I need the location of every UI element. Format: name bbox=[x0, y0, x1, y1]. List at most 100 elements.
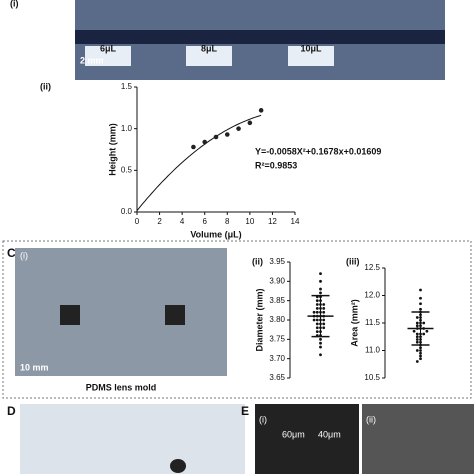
point bbox=[419, 296, 422, 300]
panel-label: (i) bbox=[10, 0, 19, 8]
point bbox=[202, 139, 208, 145]
panel-label: D bbox=[7, 404, 16, 418]
y-tick-label: 12.0 bbox=[364, 291, 380, 300]
point bbox=[415, 324, 419, 328]
point bbox=[322, 326, 326, 330]
point bbox=[415, 332, 419, 336]
photo bbox=[20, 404, 245, 474]
point bbox=[425, 329, 429, 333]
y-tick-label: 3.80 bbox=[269, 315, 285, 324]
photo-inset bbox=[85, 46, 131, 66]
photo bbox=[15, 248, 227, 376]
x-tick-label: 6 bbox=[202, 217, 207, 226]
point bbox=[415, 338, 419, 341]
caption: PDMS lens mold bbox=[86, 382, 157, 392]
panel-label: (iii) bbox=[346, 256, 360, 266]
equation: Y=-0.0058X²+0.1678x+0.01609 bbox=[255, 146, 381, 156]
x-tick-label: 12 bbox=[268, 217, 277, 226]
point bbox=[319, 345, 322, 349]
photo-label: 6μL bbox=[100, 43, 117, 53]
point bbox=[419, 349, 422, 352]
panel-label: (i) bbox=[259, 414, 267, 424]
point bbox=[415, 360, 419, 363]
point bbox=[419, 302, 422, 306]
point bbox=[415, 335, 419, 339]
point bbox=[315, 330, 319, 333]
point bbox=[213, 134, 219, 140]
photo-inset bbox=[288, 46, 334, 66]
x-tick-label: 2 bbox=[157, 217, 162, 226]
photo-label: 10μL bbox=[300, 43, 322, 53]
photo-label: 40μm bbox=[318, 429, 341, 439]
photo bbox=[362, 404, 474, 474]
point bbox=[312, 318, 316, 322]
point bbox=[415, 321, 419, 325]
point bbox=[419, 288, 422, 292]
point bbox=[315, 299, 319, 303]
y-tick-label: 1.0 bbox=[121, 124, 133, 133]
panel-label: (ii) bbox=[40, 81, 51, 91]
y-tick-label: 12.5 bbox=[364, 263, 380, 272]
y-axis-label: Area (mm²) bbox=[349, 299, 359, 347]
panel-label: (ii) bbox=[252, 256, 263, 266]
y-tick-label: 0.0 bbox=[121, 207, 133, 216]
point bbox=[419, 357, 422, 361]
y-tick-label: 11.5 bbox=[365, 318, 381, 327]
point bbox=[319, 353, 322, 357]
fit-curve bbox=[136, 114, 262, 212]
photo-clip bbox=[165, 305, 185, 325]
y-tick-label: 3.75 bbox=[269, 334, 285, 343]
point bbox=[258, 108, 264, 113]
photo-band bbox=[75, 30, 445, 44]
y-tick-label: 3.85 bbox=[269, 296, 285, 305]
point bbox=[236, 126, 241, 131]
point bbox=[419, 351, 422, 355]
panel-label: (ii) bbox=[366, 414, 376, 424]
y-tick-label: 3.70 bbox=[269, 354, 285, 363]
point bbox=[412, 329, 416, 333]
point bbox=[191, 144, 196, 150]
y-tick-label: 10.5 bbox=[364, 373, 380, 382]
point bbox=[319, 272, 322, 275]
x-tick-label: 8 bbox=[225, 217, 230, 226]
point bbox=[419, 354, 422, 358]
point bbox=[315, 303, 319, 306]
photo bbox=[255, 404, 359, 474]
scale-label: 2 mm bbox=[80, 55, 104, 65]
x-tick-label: 14 bbox=[291, 217, 300, 226]
point bbox=[319, 337, 322, 341]
point bbox=[224, 132, 230, 137]
y-tick-label: 3.90 bbox=[269, 276, 285, 285]
point bbox=[315, 322, 319, 326]
x-tick-label: 0 bbox=[135, 217, 140, 226]
point bbox=[319, 341, 322, 345]
point bbox=[319, 279, 322, 283]
y-tick-label: 3.95 bbox=[269, 257, 285, 266]
point bbox=[419, 307, 422, 311]
y-tick-label: 1.5 bbox=[121, 82, 133, 91]
point bbox=[419, 346, 422, 350]
point bbox=[422, 332, 426, 336]
point bbox=[322, 303, 326, 306]
r-squared: R²=0.9853 bbox=[255, 160, 297, 170]
panel-label: C bbox=[7, 246, 16, 260]
photo-clip bbox=[60, 305, 80, 325]
point bbox=[415, 316, 419, 319]
x-tick-label: 4 bbox=[180, 217, 185, 226]
photo-label: 8μL bbox=[201, 43, 218, 53]
y-tick-label: 11.0 bbox=[365, 346, 381, 355]
point bbox=[315, 326, 319, 330]
point bbox=[315, 310, 319, 314]
y-axis-label: Height (mm) bbox=[107, 123, 117, 176]
point bbox=[319, 291, 322, 295]
photo-inset bbox=[186, 46, 232, 66]
x-tick-label: 10 bbox=[245, 217, 254, 226]
point bbox=[315, 307, 319, 310]
point bbox=[247, 120, 253, 126]
panel-frame bbox=[2, 240, 472, 399]
photo-lens bbox=[170, 459, 186, 473]
panel-label: (i) bbox=[20, 250, 28, 260]
point bbox=[322, 307, 326, 310]
